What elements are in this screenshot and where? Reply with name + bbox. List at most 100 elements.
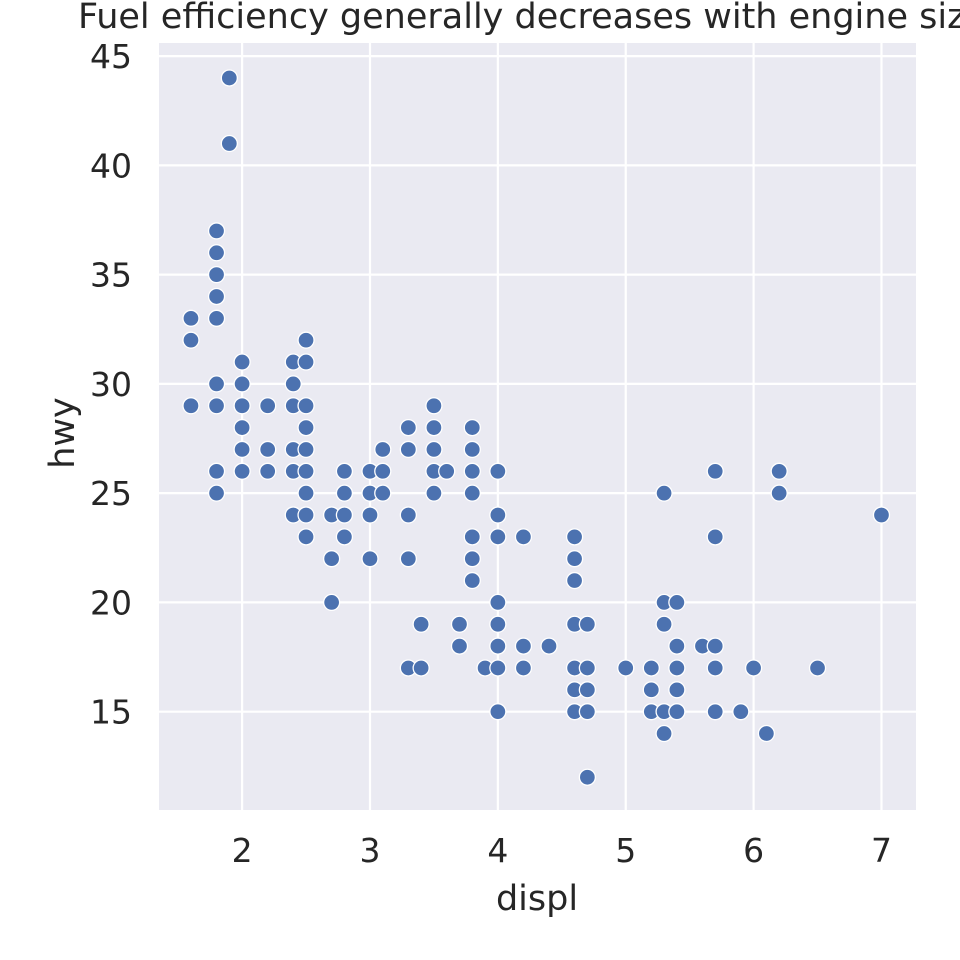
data-point	[233, 462, 251, 480]
data-point	[770, 484, 788, 502]
data-point	[182, 397, 200, 415]
data-point	[463, 484, 481, 502]
data-point	[655, 615, 673, 633]
data-point	[259, 397, 277, 415]
data-point	[412, 615, 430, 633]
data-point	[335, 528, 354, 546]
data-point	[361, 550, 379, 568]
data-point	[744, 659, 763, 677]
data-point	[655, 484, 673, 502]
data-point	[297, 506, 315, 524]
data-point	[284, 375, 302, 393]
x-tick-labels: 2 3 4 5 6 7	[232, 831, 892, 870]
data-point	[655, 724, 673, 743]
data-point	[220, 134, 238, 153]
data-point	[489, 703, 507, 721]
data-points	[182, 69, 891, 786]
data-point	[578, 659, 597, 677]
x-tick-label: 2	[232, 831, 253, 870]
data-point	[489, 593, 507, 612]
data-point	[463, 440, 481, 459]
data-point	[463, 550, 481, 568]
data-point	[438, 462, 456, 480]
x-tick-label: 4	[487, 831, 508, 870]
y-tick-labels: 15 20 25 30 35 40 45	[90, 37, 132, 732]
x-tick-label: 7	[871, 831, 892, 870]
y-tick-label: 15	[90, 693, 132, 732]
data-point	[578, 615, 597, 633]
data-point	[872, 506, 891, 524]
data-point	[220, 69, 238, 87]
data-point	[463, 571, 481, 590]
data-point	[642, 659, 660, 677]
data-point	[668, 681, 686, 699]
data-point	[297, 418, 315, 437]
data-point	[207, 222, 226, 240]
data-point	[233, 440, 251, 459]
data-point	[399, 506, 417, 524]
data-point	[399, 440, 417, 459]
data-point	[335, 484, 354, 502]
y-axis-label: hwy	[43, 397, 83, 469]
x-axis-label: displ	[496, 879, 578, 919]
data-point	[565, 550, 584, 568]
data-point	[578, 681, 597, 699]
data-point	[425, 397, 443, 415]
data-point	[668, 703, 686, 721]
data-point	[706, 637, 724, 655]
y-tick-label: 25	[90, 474, 132, 513]
data-point	[757, 724, 776, 743]
grid-lines	[159, 43, 916, 810]
data-point	[489, 506, 507, 524]
data-point	[335, 506, 354, 524]
data-point	[207, 244, 226, 262]
data-point	[706, 703, 724, 721]
data-point	[489, 659, 507, 677]
data-point	[706, 462, 724, 480]
data-point	[489, 615, 507, 633]
data-point	[425, 418, 443, 437]
data-point	[207, 484, 226, 502]
data-point	[297, 397, 315, 415]
data-point	[297, 462, 315, 480]
data-point	[578, 768, 597, 786]
data-point	[706, 659, 724, 677]
data-point	[540, 637, 558, 655]
data-point	[578, 703, 597, 721]
data-point	[463, 528, 481, 546]
data-point	[259, 440, 277, 459]
y-tick-label: 20	[90, 583, 132, 622]
data-point	[668, 637, 686, 655]
plot-background	[159, 43, 916, 810]
data-point	[668, 593, 686, 612]
data-point	[450, 637, 469, 655]
data-point	[233, 353, 251, 371]
data-point	[617, 659, 635, 677]
data-point	[399, 550, 417, 568]
data-point	[207, 462, 226, 480]
data-point	[412, 659, 430, 677]
data-point	[233, 418, 251, 437]
data-point	[489, 528, 507, 546]
data-point	[182, 331, 200, 349]
data-point	[297, 528, 315, 546]
data-point	[233, 397, 251, 415]
data-point	[322, 593, 341, 612]
data-point	[207, 265, 226, 284]
data-point	[182, 309, 200, 327]
data-point	[489, 637, 507, 655]
data-point	[425, 440, 443, 459]
data-point	[808, 659, 827, 677]
data-point	[450, 615, 469, 633]
data-point	[233, 375, 251, 393]
data-point	[322, 550, 341, 568]
chart-title: Fuel efficiency generally decreases with…	[78, 0, 960, 37]
data-point	[335, 462, 354, 480]
x-tick-label: 5	[615, 831, 636, 870]
data-point	[565, 528, 584, 546]
data-point	[732, 703, 750, 721]
x-tick-label: 3	[359, 831, 380, 870]
data-point	[565, 571, 584, 590]
data-point	[259, 462, 277, 480]
